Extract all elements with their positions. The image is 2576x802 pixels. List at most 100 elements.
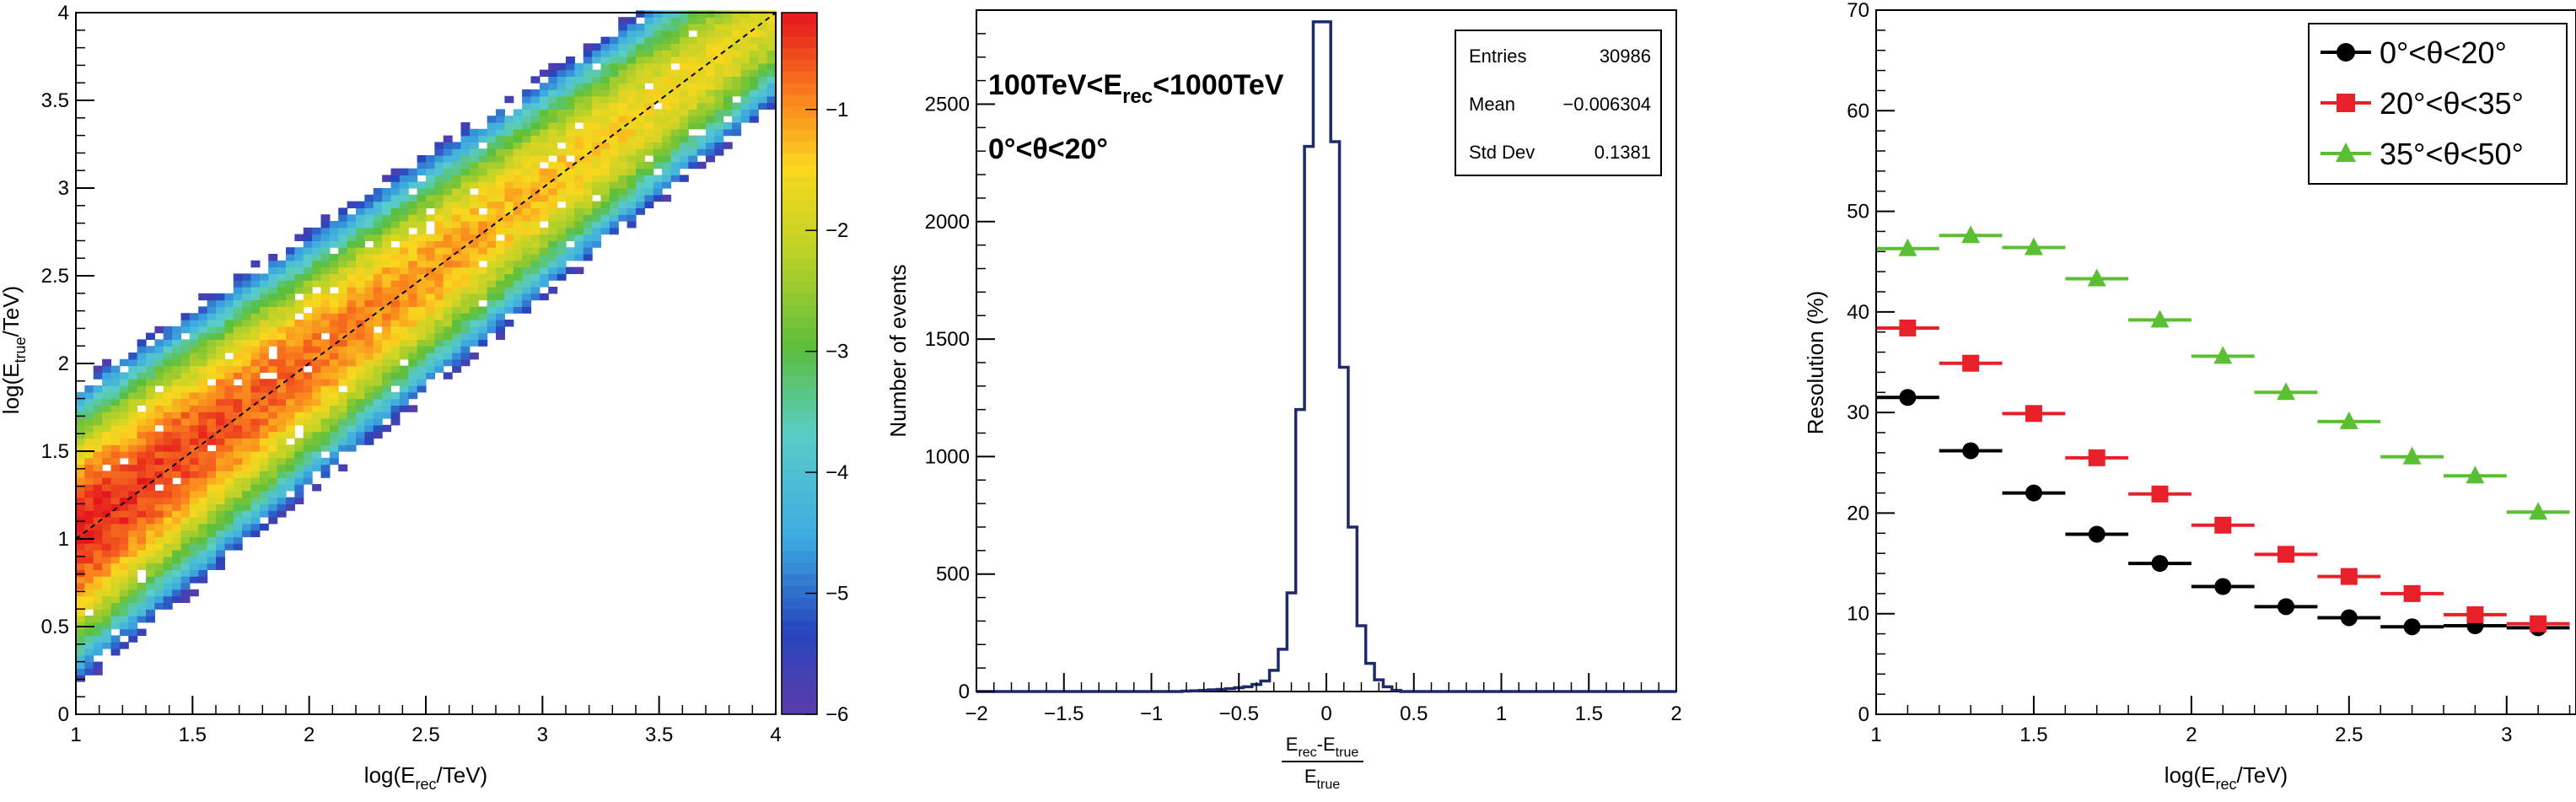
heatmap-cell (670, 135, 680, 143)
heatmap-cell (128, 589, 138, 597)
heatmap-cell (627, 207, 637, 215)
colorbar (782, 13, 817, 715)
heatmap-cell (172, 550, 182, 557)
heatmap-cell (600, 109, 610, 116)
heatmap-cell (110, 464, 121, 471)
heatmap-cell (496, 122, 505, 130)
heatmap-cell (469, 135, 479, 143)
heatmap-cell (766, 43, 777, 51)
heatmap-cell (373, 240, 383, 248)
heatmap-cell (522, 188, 532, 196)
heatmap-cell (338, 299, 348, 307)
heatmap-cell (329, 306, 339, 314)
heatmap-cell (233, 385, 243, 393)
heatmap-cell (364, 358, 374, 367)
heatmap-cell (76, 595, 85, 603)
heatmap-cell (154, 412, 164, 419)
heatmap-cell (137, 556, 147, 564)
heatmap-cell (224, 379, 234, 386)
heatmap-cell (119, 444, 129, 452)
heatmap-cell (364, 398, 374, 406)
heatmap-cell (216, 424, 225, 433)
heatmap-cell (102, 391, 112, 400)
heatmap-cell (469, 181, 479, 189)
heatmap-cell (749, 30, 759, 38)
heatmap-cell (320, 306, 331, 314)
heatmap-cell (172, 391, 182, 400)
heatmap-cell (329, 365, 339, 373)
heatmap-cell (452, 326, 462, 334)
heatmap-cell (592, 128, 602, 137)
heatmap-x-tick-label: 2.5 (411, 724, 439, 746)
heatmap-cell (259, 398, 269, 406)
heatmap-cell (180, 339, 191, 347)
heatmap-cell (417, 240, 427, 248)
heatmap-cell (250, 287, 261, 294)
heatmap-cell (277, 503, 287, 511)
heatmap-cell (609, 89, 619, 97)
heatmap-cell (390, 168, 401, 175)
heatmap-cell (539, 102, 549, 110)
heatmap-cell (76, 628, 85, 636)
heatmap-cell (434, 188, 444, 196)
heatmap-cell (566, 89, 575, 97)
heatmap-cell (627, 83, 637, 90)
heatmap-cell (303, 346, 313, 353)
heatmap-cell (93, 424, 103, 433)
heatmap-cell (600, 57, 610, 64)
heatmap-cell (259, 405, 269, 412)
series-circle (1876, 389, 2570, 637)
heatmap-x-axis-label: log(Erec/TeV) (364, 762, 487, 793)
heatmap-cell (356, 346, 365, 353)
heatmap-cell (583, 161, 593, 170)
heatmap-cell (670, 122, 680, 130)
heatmap-cell (548, 89, 558, 97)
heatmap-cell (286, 353, 295, 360)
heatmap-cell (487, 266, 497, 274)
heatmap-cell (198, 412, 208, 419)
heatmap-cell (102, 523, 112, 531)
heatmap-cell (496, 293, 505, 301)
heatmap-cell (364, 254, 374, 261)
heatmap-cell (469, 175, 479, 182)
heatmap-cell (574, 181, 584, 189)
heatmap-cell (758, 36, 768, 44)
heatmap-cell (513, 128, 523, 137)
heatmap-cell (320, 247, 331, 255)
heatmap-cell (706, 17, 715, 24)
heatmap-cell (740, 30, 750, 38)
heatmap-cell (696, 62, 707, 71)
heatmap-cell (224, 424, 234, 433)
heatmap-cell (180, 353, 191, 360)
heatmap-cell (662, 89, 672, 97)
heatmap-cell (723, 83, 733, 90)
data-point (1962, 354, 1980, 372)
resolution-y-axis-label: Resolution (%) (1803, 291, 1828, 435)
data-point (1899, 319, 1917, 336)
heatmap-cell (303, 234, 313, 241)
colorbar-band (782, 597, 817, 610)
heatmap-cell (469, 214, 479, 222)
heatmap-cell (618, 214, 628, 222)
heatmap-cell (242, 332, 252, 340)
heatmap-cell (530, 116, 540, 123)
heatmap-x-ticks: 1 1.5 2 2.5 3 3.5 4 (70, 696, 782, 746)
heatmap-cell (749, 43, 759, 51)
heatmap-cell (644, 30, 654, 38)
heatmap-cell (460, 207, 471, 215)
heatmap-cell (180, 405, 191, 412)
heatmap-cell (364, 194, 374, 202)
heatmap-cell (399, 234, 409, 241)
heatmap-cell (110, 444, 121, 452)
heatmap-cell (460, 326, 471, 334)
heatmap-cell (137, 365, 147, 373)
heatmap-cell (163, 451, 173, 459)
heatmap-y-tick-label: 0 (58, 703, 69, 726)
heatmap-cell (557, 227, 567, 235)
heatmap-cell (84, 589, 94, 597)
heatmap-cell (382, 188, 392, 196)
heatmap-cell (469, 142, 479, 149)
heatmap-cell (600, 148, 610, 156)
heatmap-cell (399, 260, 409, 268)
colorbar-tick-label: −5 (826, 583, 848, 606)
